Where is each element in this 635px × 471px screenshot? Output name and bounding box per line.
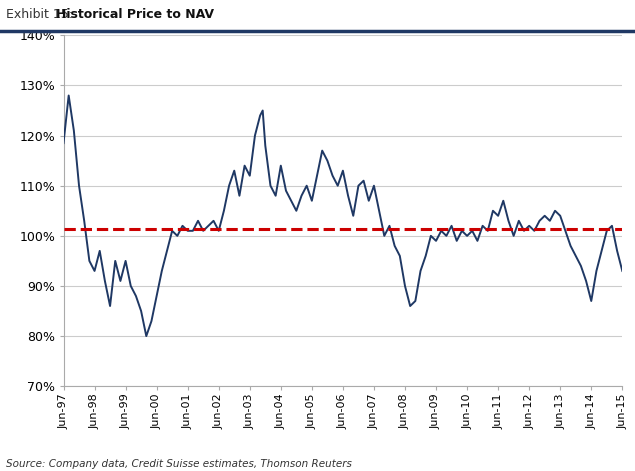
Text: Historical Price to NAV: Historical Price to NAV [56, 8, 214, 21]
Text: Exhibit 15:: Exhibit 15: [6, 8, 77, 21]
Text: Source: Company data, Credit Suisse estimates, Thomson Reuters: Source: Company data, Credit Suisse esti… [6, 459, 352, 469]
